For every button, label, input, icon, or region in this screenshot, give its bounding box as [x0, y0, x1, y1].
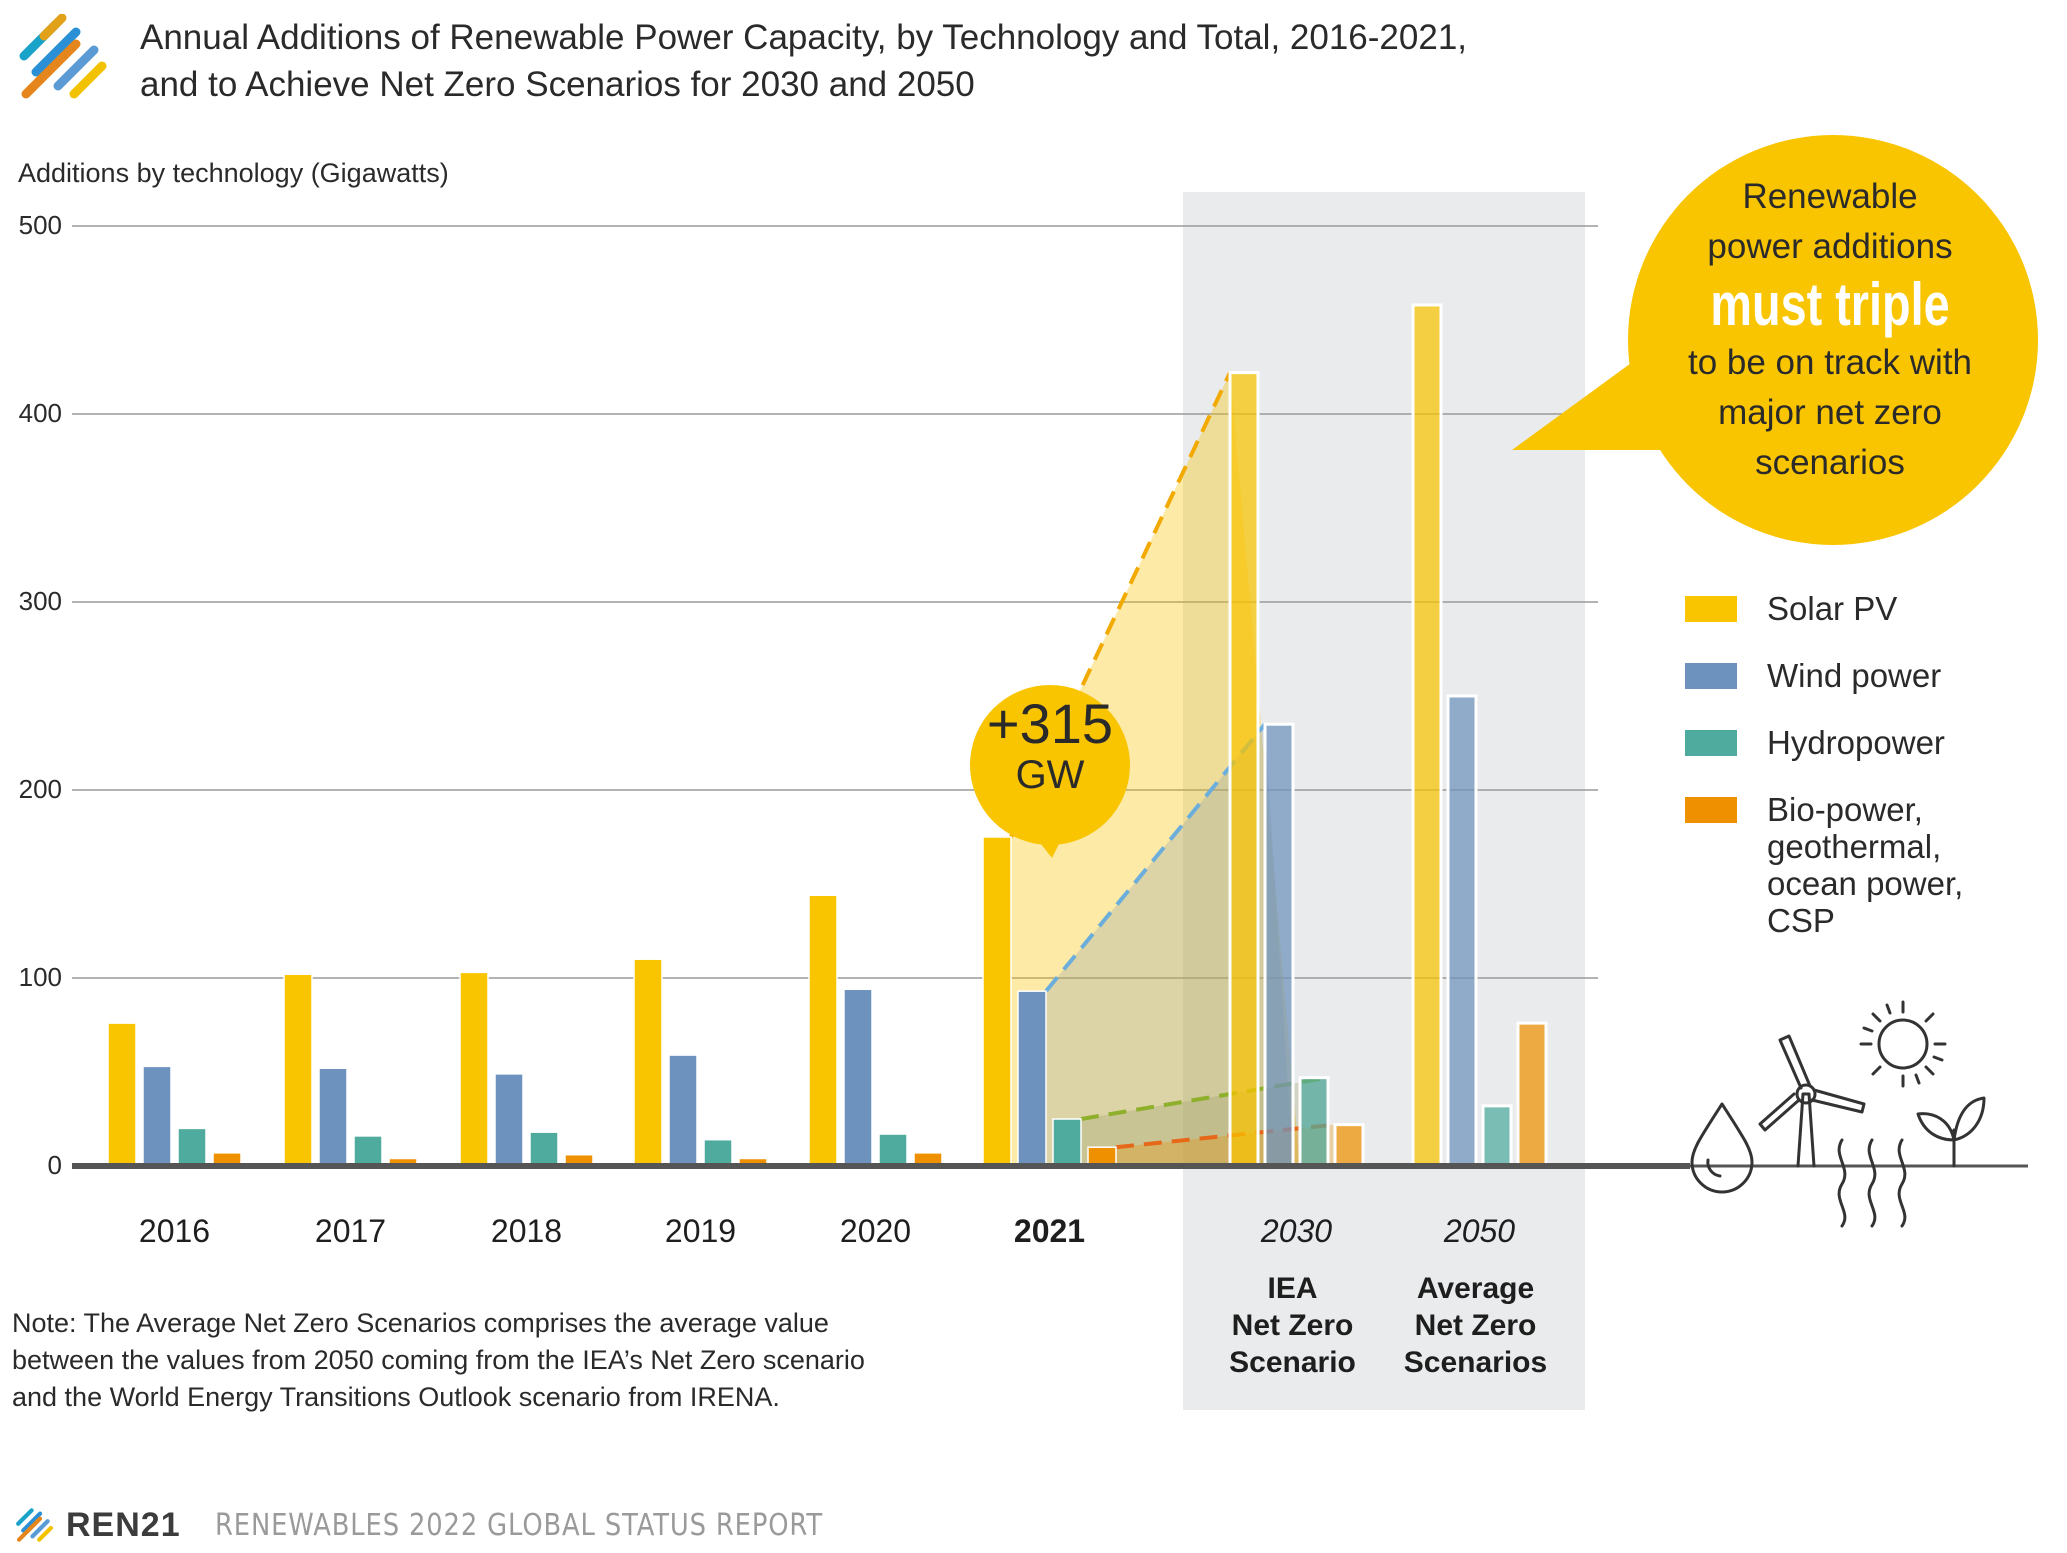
scenario-label: Net Zero [1415, 1309, 1537, 1342]
bar-hydro-2020 [878, 1133, 908, 1167]
x-tick-label: 2020 [840, 1213, 911, 1249]
bar-hydro-2021 [1052, 1118, 1082, 1167]
footer: REN21 RENEWABLES 2022 GLOBAL STATUS REPO… [14, 1500, 922, 1550]
bar-solar-2017 [283, 973, 313, 1167]
bar-solar-2019 [633, 958, 663, 1167]
scenario-label: Net Zero [1232, 1309, 1354, 1342]
bar-solar-2020 [808, 894, 838, 1167]
legend-swatch-solar [1685, 596, 1737, 622]
callout-line-4: major net zero [1718, 393, 1942, 432]
scenario-label: Average [1417, 1272, 1534, 1305]
y-tick-labels: 0 100 200 300 400 500 [19, 210, 62, 1180]
bar-bio-2050 [1516, 1021, 1548, 1168]
increase-unit: GW [1015, 753, 1085, 797]
bar-hydro-2018 [529, 1131, 559, 1167]
scenario-label: IEA [1267, 1272, 1317, 1305]
wind-turbine-icon [1758, 1034, 1866, 1168]
y-tick-label: 300 [19, 586, 62, 616]
scenario-label: Scenarios [1404, 1346, 1547, 1379]
x-tick-label: 2018 [491, 1213, 562, 1249]
ren21-logo-icon [19, 14, 107, 99]
x-tick-labels: 2016 2017 2018 2019 2020 2021 2030 IEA Net Zero S… [139, 1213, 1547, 1379]
bars [107, 303, 1548, 1168]
bar-hydro-2030 [1298, 1076, 1330, 1168]
legend-swatch-hydro [1685, 730, 1737, 756]
legend-swatch-wind [1685, 663, 1737, 689]
bar-hydro-2050 [1481, 1104, 1513, 1168]
y-tick-label: 500 [19, 210, 62, 240]
bar-solar-2018 [459, 971, 489, 1167]
bar-wind-2016 [142, 1065, 172, 1167]
chart-note: Note: The Average Net Zero Scenarios com… [12, 1305, 972, 1416]
x-tick-label: 2050 [1443, 1213, 1515, 1249]
y-tick-label: 0 [48, 1150, 62, 1180]
bar-solar-2021 [982, 836, 1012, 1167]
bar-hydro-2017 [353, 1135, 383, 1167]
bar-hydro-2019 [703, 1138, 733, 1167]
solar-trend-area [1011, 372, 1300, 1166]
scenario-label: Scenario [1229, 1346, 1356, 1379]
x-tick-label: 2016 [139, 1213, 210, 1249]
y-axis-label: Additions by technology (Gigawatts) [18, 158, 449, 188]
leaf-icon [1916, 1096, 1986, 1168]
legend-swatch-bio [1685, 797, 1737, 823]
callout-emphasis: must triple [1710, 271, 1950, 338]
callout-bubble [1512, 135, 2038, 545]
x-tick-label: 2030 [1260, 1213, 1332, 1249]
x-tick-label: 2021 [1014, 1213, 1085, 1249]
chart-title-line-1: Annual Additions of Renewable Power Capa… [140, 18, 1468, 57]
callout-line-2: power additions [1707, 227, 1953, 266]
legend-label-hydro: Hydropower [1767, 724, 1945, 761]
x-tick-label: 2017 [315, 1213, 386, 1249]
chart-title-line-2: and to Achieve Net Zero Scenarios for 20… [140, 65, 975, 104]
increase-bubble [970, 685, 1130, 858]
heat-waves-icon [1837, 1138, 1907, 1228]
sun-icon [1859, 1000, 1947, 1088]
bar-solar-2016 [107, 1022, 137, 1167]
y-tick-label: 400 [19, 398, 62, 428]
increase-annotation: +315 GW [970, 692, 1130, 798]
y-tick-label: 200 [19, 774, 62, 804]
legend-item-bio: Bio-power, geothermal, ocean power, CSP [1685, 791, 2045, 939]
water-drop-icon [1690, 1102, 1754, 1194]
footer-brand: REN21 [66, 1505, 181, 1544]
callout-line-1: Renewable [1742, 177, 1918, 216]
y-tick-label: 100 [19, 962, 62, 992]
note-line-1: Note: The Average Net Zero Scenarios com… [12, 1308, 829, 1338]
x-tick-label: 2019 [665, 1213, 736, 1249]
callout-line-3: to be on track with [1687, 343, 1973, 382]
bar-hydro-2016 [177, 1127, 207, 1167]
note-line-2: between the values from 2050 coming from… [12, 1345, 865, 1375]
bar-wind-2017 [318, 1067, 348, 1167]
note-line-3: and the World Energy Transitions Outlook… [12, 1382, 780, 1412]
bar-wind-2050 [1446, 694, 1478, 1168]
legend-label-wind: Wind power [1767, 657, 1942, 694]
bar-bio-2030 [1333, 1123, 1365, 1168]
legend-item-hydro: Hydropower [1685, 724, 2045, 761]
bar-wind-2019 [668, 1054, 698, 1167]
ren21-logo-icon [16, 1508, 54, 1542]
legend-label-solar: Solar PV [1767, 590, 1898, 627]
legend-item-solar: Solar PV [1685, 590, 2045, 627]
increase-value: +315 [986, 692, 1114, 755]
bar-wind-2021 [1017, 990, 1047, 1167]
grid-lines [72, 225, 1598, 979]
bar-wind-2018 [494, 1073, 524, 1167]
bar-wind-2020 [843, 988, 873, 1167]
legend-item-wind: Wind power [1685, 657, 2045, 694]
callout-line-5: scenarios [1755, 443, 1905, 482]
footer-report-title: RENEWABLES 2022 GLOBAL STATUS REPORT [214, 1507, 823, 1543]
bar-solar-2030 [1228, 371, 1260, 1168]
bar-solar-2050 [1411, 303, 1443, 1168]
bar-wind-2030 [1263, 722, 1295, 1168]
chart-title: Annual Additions of Renewable Power Capa… [140, 14, 1640, 108]
callout-text: Renewable power additions must triple to… [1640, 172, 2020, 488]
chart-legend: Solar PV Wind power Hydropower Bio-power… [1685, 590, 2045, 969]
legend-label-bio: Bio-power, geothermal, ocean power, CSP [1767, 791, 1964, 939]
